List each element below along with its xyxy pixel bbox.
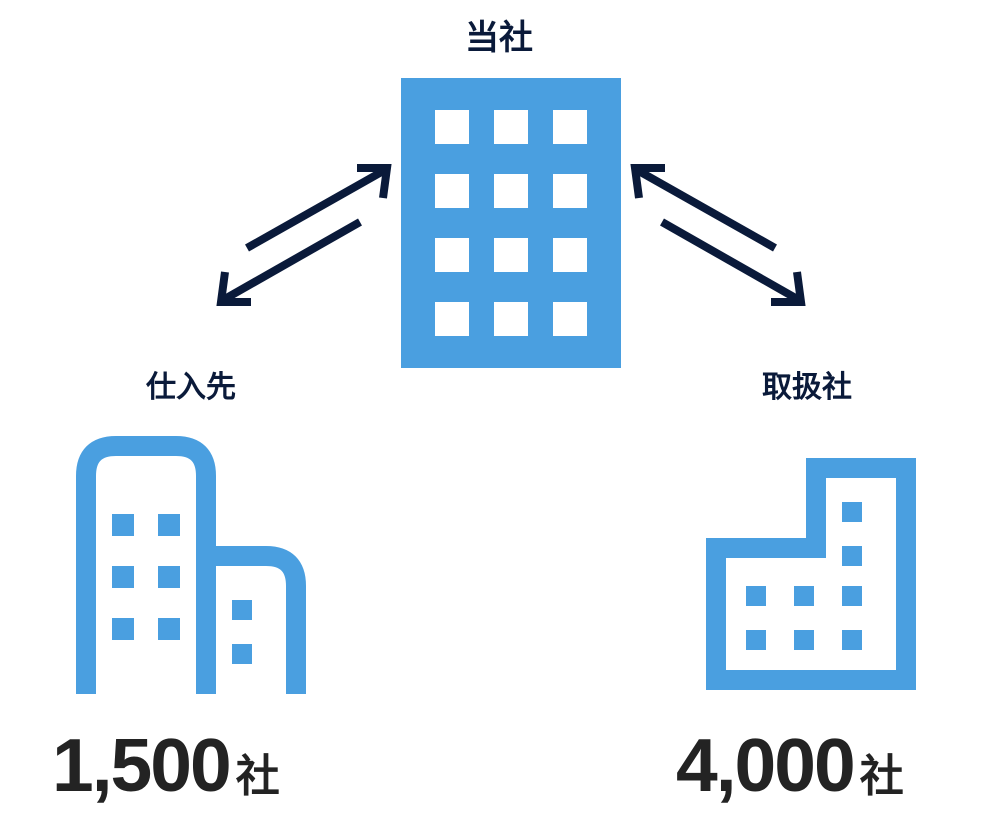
building-solid-icon bbox=[401, 78, 621, 368]
center-label: 当社 bbox=[465, 10, 533, 59]
handler-count: 4,000社 bbox=[676, 722, 902, 808]
bidirectional-arrow-left-icon bbox=[205, 150, 400, 320]
bidirectional-arrow-right-icon bbox=[622, 150, 817, 320]
building-step-outline-icon bbox=[706, 458, 916, 690]
buildings-outline-icon bbox=[76, 436, 306, 694]
diagram-container: 当社 bbox=[0, 0, 1001, 834]
supplier-count-value: 1,500 bbox=[52, 723, 230, 807]
supplier-label: 仕入先 bbox=[146, 362, 236, 406]
handler-count-value: 4,000 bbox=[676, 723, 854, 807]
handler-count-unit: 社 bbox=[860, 740, 902, 804]
supplier-count-unit: 社 bbox=[236, 740, 278, 804]
supplier-count: 1,500社 bbox=[52, 722, 278, 808]
handler-label: 取扱社 bbox=[762, 362, 852, 406]
